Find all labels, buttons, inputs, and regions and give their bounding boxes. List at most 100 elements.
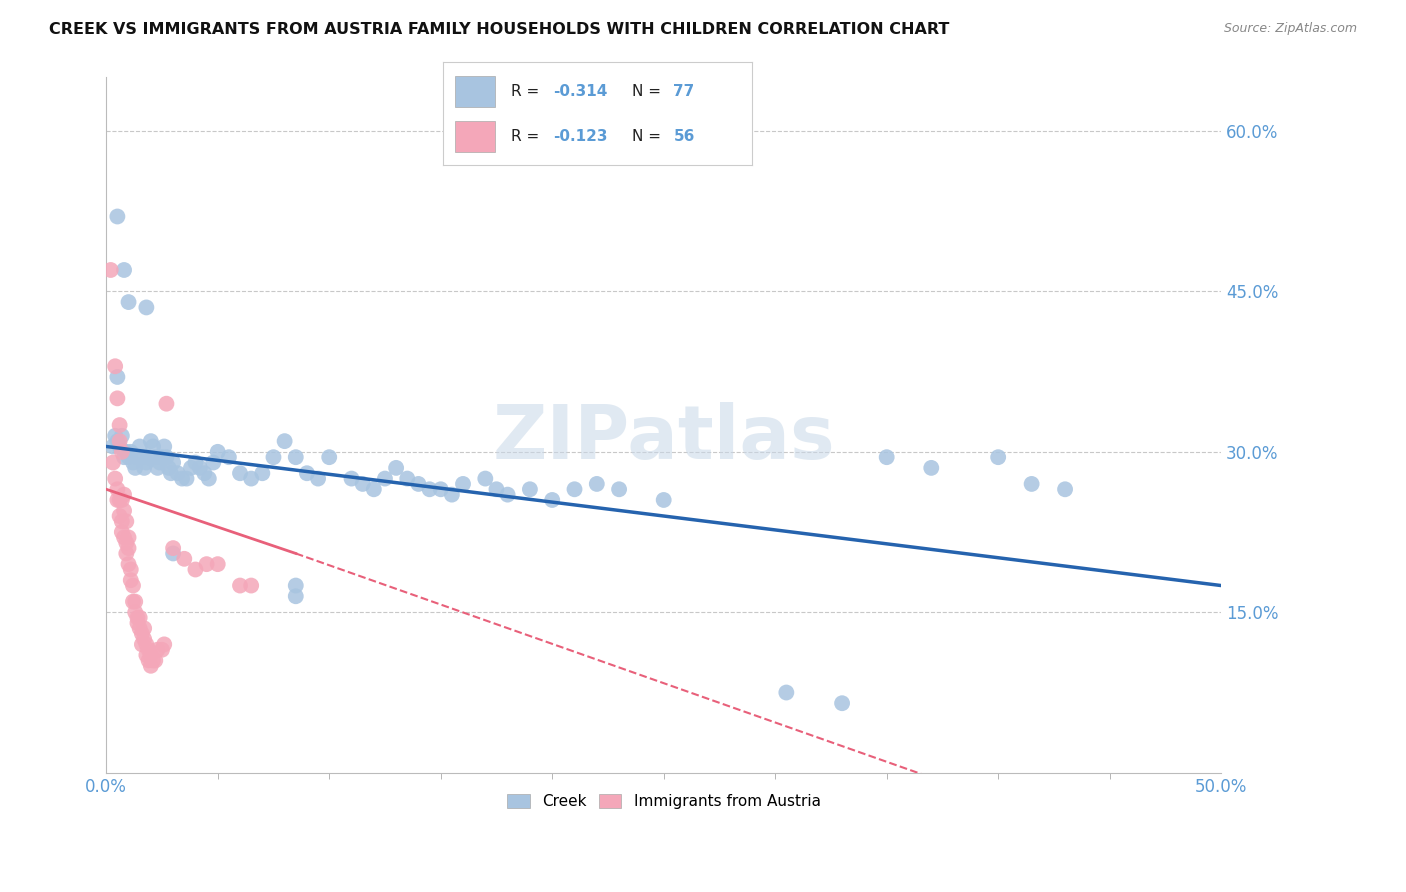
Point: [180, 461, 202, 475]
Point: [127, 615, 149, 630]
Text: 77: 77: [673, 84, 695, 99]
Legend: Creek, Immigrants from Austria: Creek, Immigrants from Austria: [501, 788, 827, 815]
Point: [831, 696, 853, 710]
Point: [585, 477, 607, 491]
Point: [127, 610, 149, 624]
Point: [1021, 477, 1043, 491]
Point: [451, 477, 474, 491]
Point: [139, 658, 162, 673]
Point: [150, 450, 173, 465]
Point: [419, 483, 441, 497]
Point: [108, 493, 131, 508]
Point: [162, 546, 184, 560]
Point: [117, 530, 139, 544]
Point: [108, 508, 131, 523]
Point: [117, 557, 139, 571]
Point: [131, 626, 153, 640]
Point: [101, 456, 124, 470]
Point: [112, 530, 135, 544]
Point: [111, 514, 134, 528]
Point: [162, 456, 184, 470]
Text: R =: R =: [510, 84, 544, 99]
Point: [105, 210, 128, 224]
Point: [202, 456, 225, 470]
Point: [122, 456, 145, 470]
Point: [876, 450, 898, 465]
Point: [117, 295, 139, 310]
Point: [105, 392, 128, 406]
Point: [176, 472, 198, 486]
Text: CREEK VS IMMIGRANTS FROM AUSTRIA FAMILY HOUSEHOLDS WITH CHILDREN CORRELATION CHA: CREEK VS IMMIGRANTS FROM AUSTRIA FAMILY …: [49, 22, 949, 37]
Point: [155, 450, 177, 465]
Point: [157, 461, 180, 475]
Point: [138, 642, 160, 657]
Point: [128, 440, 150, 454]
Point: [193, 467, 215, 481]
Point: [284, 450, 307, 465]
Point: [111, 524, 134, 539]
Point: [143, 450, 166, 465]
Bar: [456, 76, 495, 106]
Point: [307, 472, 329, 486]
Point: [440, 488, 463, 502]
Point: [607, 483, 630, 497]
Point: [170, 472, 193, 486]
Point: [240, 472, 263, 486]
Point: [519, 483, 541, 497]
Point: [135, 301, 157, 315]
Point: [127, 450, 149, 465]
Bar: [456, 121, 495, 152]
Point: [155, 397, 177, 411]
Point: [105, 434, 128, 449]
Point: [117, 450, 139, 465]
Point: [112, 450, 135, 465]
Text: ZIPatlas: ZIPatlas: [492, 402, 835, 475]
Point: [429, 483, 451, 497]
Point: [775, 685, 797, 699]
Text: -0.314: -0.314: [553, 84, 607, 99]
Point: [108, 418, 131, 433]
Point: [318, 450, 340, 465]
Point: [128, 610, 150, 624]
Point: [122, 578, 145, 592]
Point: [134, 632, 156, 646]
Point: [153, 440, 176, 454]
Point: [284, 578, 307, 592]
Point: [139, 434, 162, 449]
Point: [135, 648, 157, 662]
Point: [134, 461, 156, 475]
Point: [207, 557, 229, 571]
Point: [295, 467, 318, 481]
Point: [218, 450, 240, 465]
Point: [273, 434, 295, 449]
Point: [115, 445, 138, 459]
Point: [135, 637, 157, 651]
Point: [284, 589, 307, 603]
Point: [120, 573, 142, 587]
Point: [112, 503, 135, 517]
Point: [124, 605, 146, 619]
Point: [652, 493, 675, 508]
Point: [149, 456, 172, 470]
Point: [108, 440, 131, 454]
Point: [105, 493, 128, 508]
Point: [120, 562, 142, 576]
Point: [128, 621, 150, 635]
Point: [104, 472, 127, 486]
Point: [105, 483, 128, 497]
Point: [363, 483, 385, 497]
Point: [229, 467, 252, 481]
Text: Source: ZipAtlas.com: Source: ZipAtlas.com: [1223, 22, 1357, 36]
Point: [115, 514, 138, 528]
Point: [150, 642, 173, 657]
Point: [252, 467, 274, 481]
Text: N =: N =: [631, 84, 665, 99]
Point: [153, 637, 176, 651]
Point: [207, 445, 229, 459]
Point: [385, 461, 408, 475]
Text: N =: N =: [631, 128, 665, 144]
Point: [104, 359, 127, 374]
Point: [120, 445, 142, 459]
Point: [124, 461, 146, 475]
Point: [124, 594, 146, 608]
